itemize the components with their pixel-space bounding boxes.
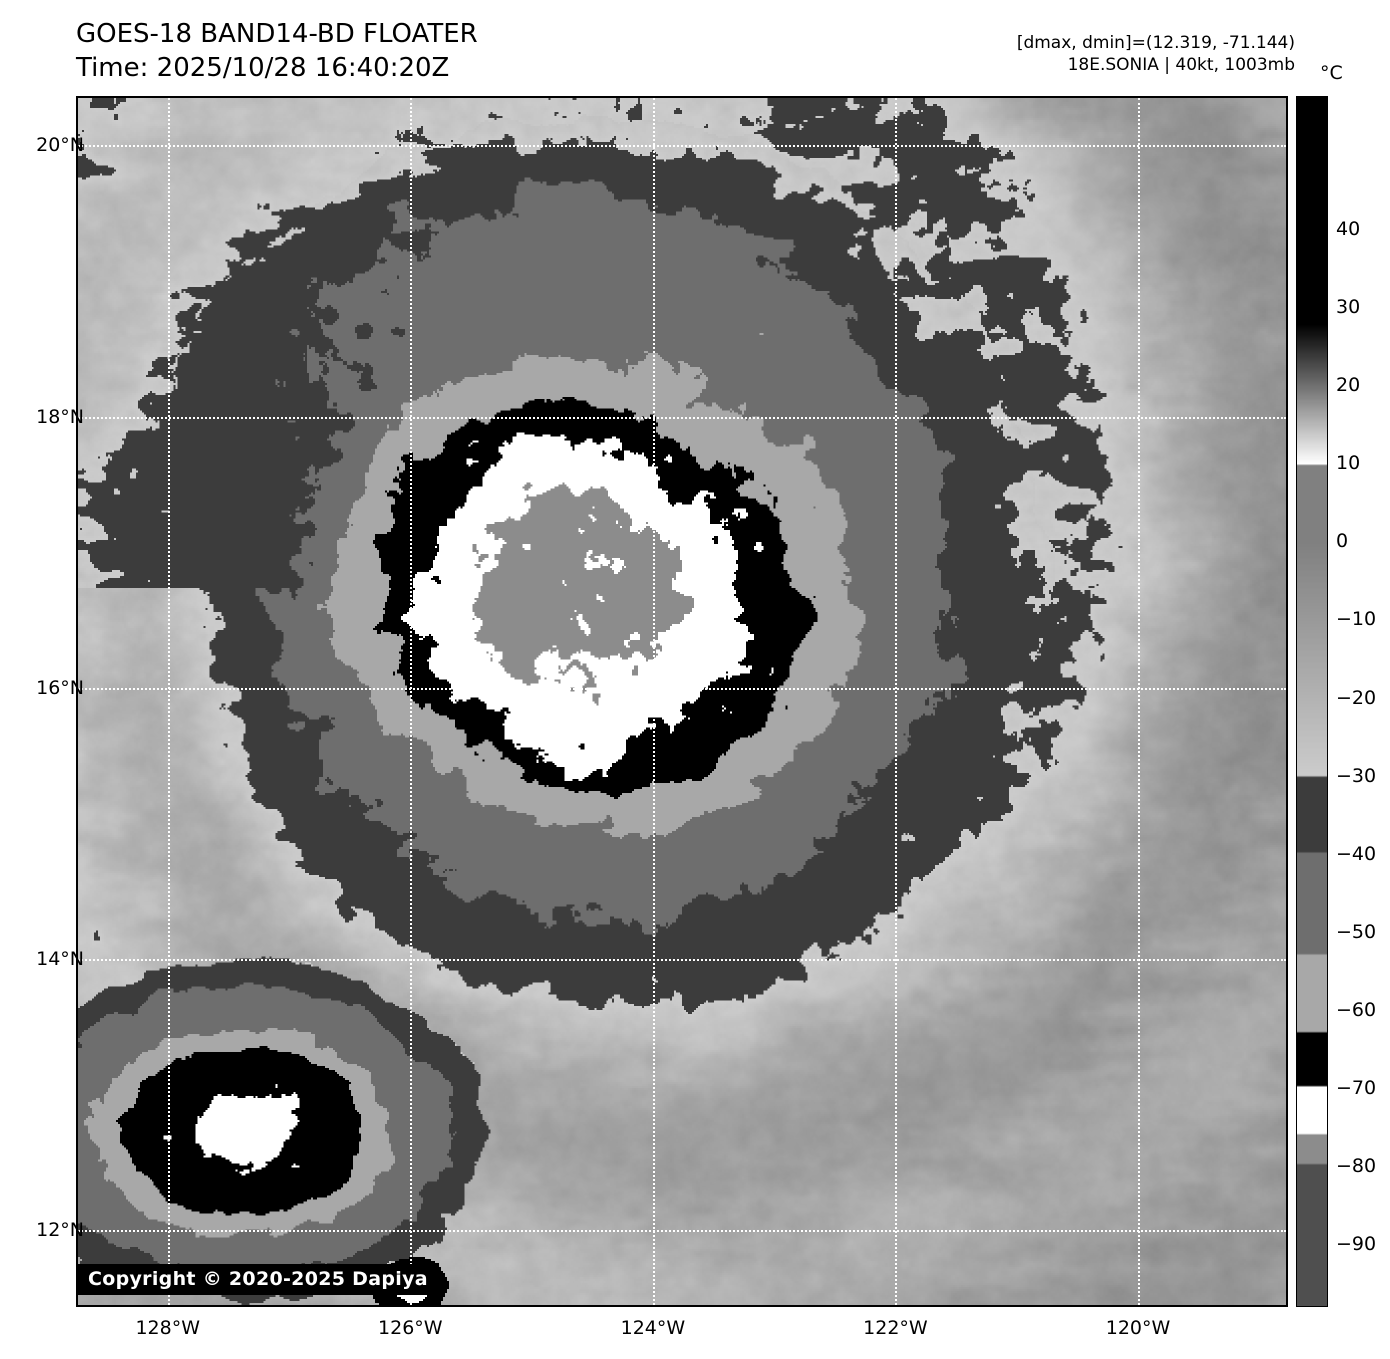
colorbar-unit-label: °C — [1320, 62, 1343, 84]
colorbar-tick-minus30: −30 — [1336, 764, 1377, 787]
satellite-image-plot[interactable]: Copyright © 2020-2025 Dapiya — [76, 96, 1288, 1307]
latitude-tick-16N: 16°N — [36, 676, 84, 699]
longitude-tick-124W: 124°W — [620, 1317, 686, 1339]
longitude-tick-120W: 120°W — [1105, 1317, 1171, 1339]
colorbar-tick-0: 0 — [1336, 530, 1349, 553]
colorbar-tick-10: 10 — [1336, 452, 1361, 475]
colorbar-tick-30: 30 — [1336, 295, 1361, 318]
timestamp: Time: 2025/10/28 16:40:20Z — [76, 52, 450, 83]
colorbar-tick-minus20: −20 — [1336, 686, 1377, 709]
header-title-block: GOES-18 BAND14-BD FLOATER Time: 2025/10/… — [76, 18, 478, 86]
longitude-tick-128W: 128°W — [135, 1317, 201, 1339]
satellite-imagery-canvas — [78, 98, 1286, 1305]
longitude-tick-126W: 126°W — [378, 1317, 443, 1339]
colorbar-tick-minus90: −90 — [1336, 1233, 1377, 1256]
storm-info: 18E.SONIA | 40kt, 1003mb — [1067, 55, 1295, 76]
header-meta-block: [dmax, dmin]=(12.319, -71.144) 18E.SONIA… — [1017, 32, 1295, 76]
latitude-tick-20N: 20°N — [36, 134, 84, 157]
colorbar-tick-minus50: −50 — [1336, 920, 1377, 943]
colorbar-tick-minus10: −10 — [1336, 608, 1377, 631]
latitude-tick-14N: 14°N — [36, 948, 84, 971]
colorbar-tick-20: 20 — [1336, 374, 1361, 397]
data-minmax: [dmax, dmin]=(12.319, -71.144) — [1016, 33, 1295, 53]
colorbar-gradient — [1297, 97, 1327, 1306]
colorbar-tick-40: 40 — [1336, 217, 1361, 240]
product-title: GOES-18 BAND14-BD FLOATER — [76, 19, 478, 49]
latitude-tick-12N: 12°N — [36, 1219, 84, 1242]
temperature-colorbar — [1296, 96, 1328, 1307]
copyright-watermark: Copyright © 2020-2025 Dapiya — [78, 1264, 438, 1295]
colorbar-tick-minus80: −80 — [1336, 1155, 1377, 1178]
colorbar-tick-minus40: −40 — [1336, 842, 1377, 865]
colorbar-tick-minus70: −70 — [1336, 1077, 1377, 1100]
colorbar-tick-minus60: −60 — [1336, 999, 1377, 1022]
latitude-tick-18N: 18°N — [36, 405, 84, 428]
longitude-tick-122W: 122°W — [863, 1317, 928, 1339]
